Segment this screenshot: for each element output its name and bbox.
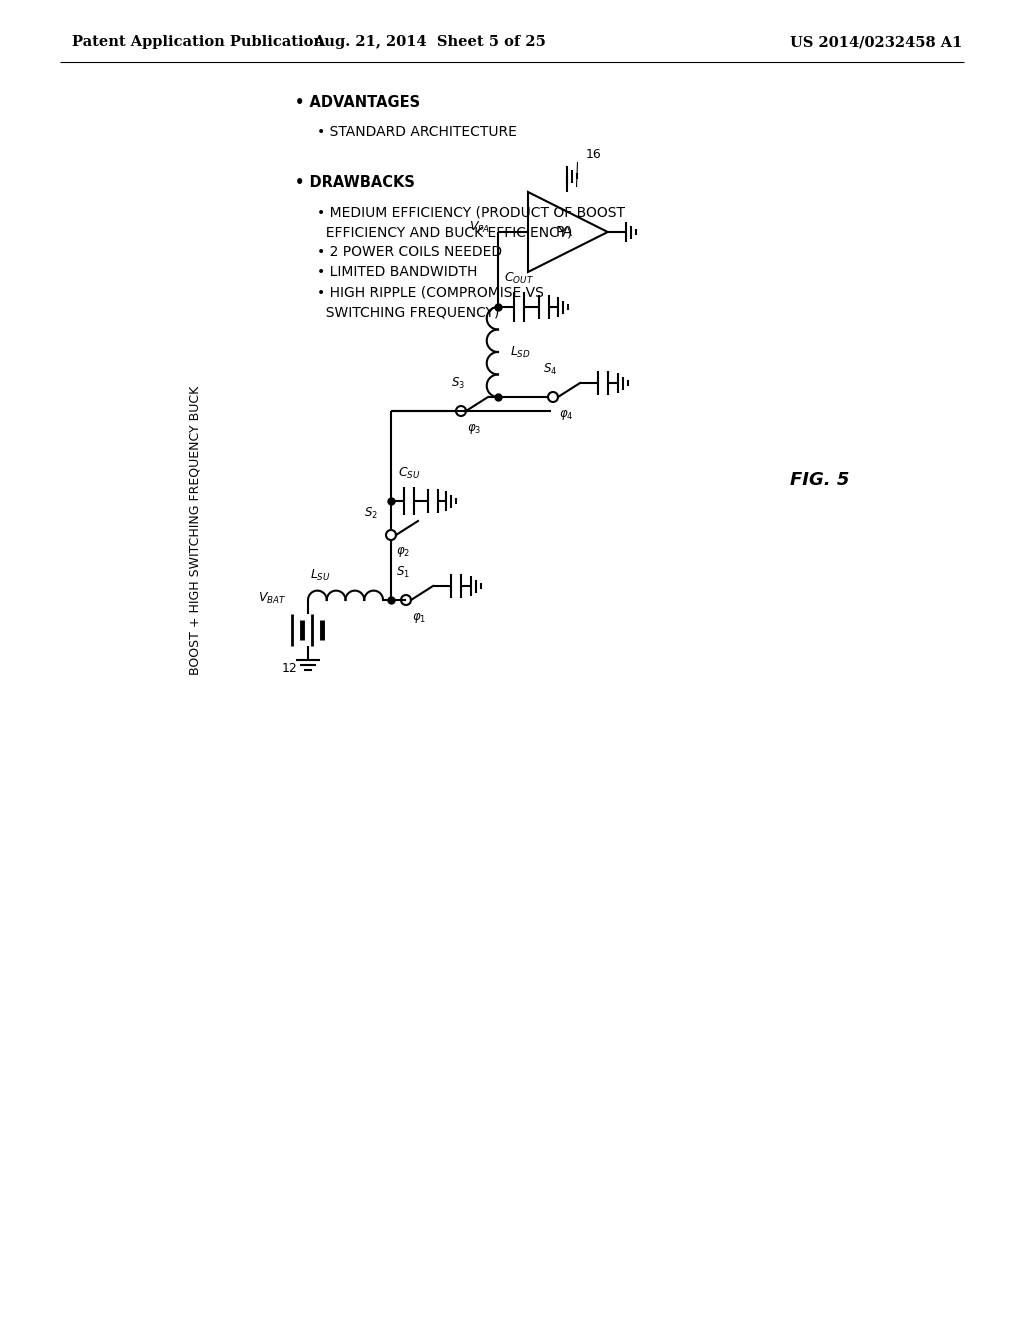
Text: $\varphi_2$: $\varphi_2$ bbox=[396, 545, 410, 558]
Text: FIG. 5: FIG. 5 bbox=[790, 471, 849, 488]
Text: Patent Application Publication: Patent Application Publication bbox=[72, 36, 324, 49]
Text: $V_{BAT}$: $V_{BAT}$ bbox=[258, 590, 286, 606]
Text: $S_4$: $S_4$ bbox=[543, 362, 557, 378]
Text: • MEDIUM EFFICIENCY (PRODUCT OF BOOST: • MEDIUM EFFICIENCY (PRODUCT OF BOOST bbox=[317, 205, 625, 219]
Text: $S_2$: $S_2$ bbox=[365, 506, 378, 521]
Text: EFFICIENCY AND BUCK EFFICIENCY): EFFICIENCY AND BUCK EFFICIENCY) bbox=[317, 224, 572, 239]
Text: $L_{SU}$: $L_{SU}$ bbox=[310, 568, 331, 583]
Text: $L_{SD}$: $L_{SD}$ bbox=[510, 345, 530, 359]
Text: $C_{OUT}$: $C_{OUT}$ bbox=[504, 271, 534, 286]
Text: $\varphi_1$: $\varphi_1$ bbox=[412, 611, 426, 624]
Text: $\varphi_4$: $\varphi_4$ bbox=[559, 408, 573, 422]
Text: $C_{SU}$: $C_{SU}$ bbox=[397, 466, 420, 480]
Text: 12: 12 bbox=[283, 661, 298, 675]
Text: 16: 16 bbox=[586, 148, 601, 161]
Text: PA: PA bbox=[555, 224, 572, 239]
Text: Aug. 21, 2014  Sheet 5 of 25: Aug. 21, 2014 Sheet 5 of 25 bbox=[313, 36, 547, 49]
Text: • HIGH RIPPLE (COMPROMISE VS: • HIGH RIPPLE (COMPROMISE VS bbox=[317, 285, 544, 300]
Text: $S_1$: $S_1$ bbox=[396, 565, 410, 579]
Text: • DRAWBACKS: • DRAWBACKS bbox=[295, 176, 415, 190]
Text: $\varphi_3$: $\varphi_3$ bbox=[467, 422, 481, 436]
Text: $V_{PA}$: $V_{PA}$ bbox=[469, 219, 490, 235]
Text: • 2 POWER COILS NEEDED: • 2 POWER COILS NEEDED bbox=[317, 246, 502, 259]
Text: US 2014/0232458 A1: US 2014/0232458 A1 bbox=[790, 36, 963, 49]
Text: BOOST + HIGH SWITCHING FREQUENCY BUCK: BOOST + HIGH SWITCHING FREQUENCY BUCK bbox=[188, 385, 202, 675]
Text: SWITCHING FREQUENCY): SWITCHING FREQUENCY) bbox=[317, 305, 500, 319]
Text: • ADVANTAGES: • ADVANTAGES bbox=[295, 95, 420, 110]
Text: $S_3$: $S_3$ bbox=[451, 376, 465, 391]
Text: • LIMITED BANDWIDTH: • LIMITED BANDWIDTH bbox=[317, 265, 477, 279]
Text: • STANDARD ARCHITECTURE: • STANDARD ARCHITECTURE bbox=[317, 125, 517, 139]
